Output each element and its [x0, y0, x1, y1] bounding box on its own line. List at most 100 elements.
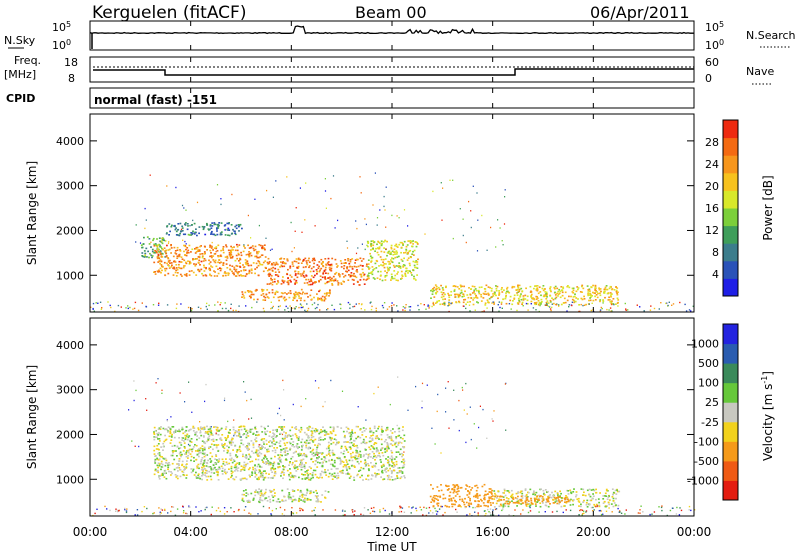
range-cell [287, 280, 290, 282]
range-cell [425, 308, 427, 310]
range-cell [608, 495, 610, 497]
range-cell [540, 298, 543, 301]
range-cell [201, 449, 204, 452]
range-cell [345, 459, 348, 461]
range-cell [135, 224, 137, 226]
range-cell [173, 468, 176, 471]
range-cell [607, 299, 610, 301]
range-cell [157, 251, 160, 253]
range-cell [518, 502, 521, 505]
range-cell [296, 267, 299, 269]
range-cell [467, 490, 469, 492]
range-cell [605, 488, 608, 491]
range-cell [389, 263, 391, 265]
range-cell [477, 504, 480, 506]
range-cell [542, 285, 545, 287]
range-cell [161, 237, 164, 239]
range-cell [153, 473, 156, 476]
range-cell [555, 296, 558, 299]
range-cell [458, 399, 460, 402]
range-cell [442, 289, 445, 291]
range-cell [525, 498, 528, 500]
range-cell [201, 428, 203, 430]
range-cell [560, 505, 563, 508]
range-cell [386, 475, 389, 477]
range-cell [476, 301, 478, 303]
range-cell [154, 273, 157, 275]
range-cell [342, 509, 344, 511]
range-cell [493, 498, 496, 500]
range-cell [159, 511, 161, 513]
range-cell [210, 252, 212, 254]
range-cell [432, 496, 435, 499]
range-cell [359, 469, 362, 472]
range-cell [167, 261, 170, 263]
range-cell [412, 269, 415, 272]
range-cell [239, 223, 242, 226]
range-cell [602, 513, 604, 515]
range-cell [231, 437, 234, 440]
range-cell [245, 495, 248, 497]
range-cell [571, 304, 573, 307]
range-cell [270, 462, 273, 465]
range-cell [272, 266, 275, 269]
range-cell [391, 214, 393, 217]
range-cell [167, 249, 170, 251]
range-cell [363, 454, 365, 456]
range-cell [157, 304, 160, 306]
range-cell [504, 189, 506, 191]
range-cell [215, 439, 218, 441]
range-cell [465, 441, 467, 444]
range-cell [506, 500, 508, 503]
range-cell [498, 310, 500, 312]
range-cell [393, 248, 396, 251]
range-cell [409, 306, 412, 308]
range-cell [315, 429, 318, 432]
range-cell [234, 445, 236, 447]
range-cell [180, 267, 183, 270]
range-cell [583, 304, 586, 306]
range-cell [263, 310, 265, 312]
range-cell [450, 499, 453, 501]
range-cell [594, 284, 597, 287]
colorbar-tick-label: 20 [705, 180, 719, 193]
range-cell [267, 273, 270, 276]
range-cell [156, 257, 159, 260]
range-cell [259, 494, 262, 497]
range-cell [221, 473, 224, 475]
range-cell [394, 465, 396, 467]
range-cell [266, 269, 269, 272]
range-cell [625, 509, 627, 511]
range-cell [161, 265, 163, 268]
range-cell [220, 267, 223, 270]
range-cell [214, 271, 216, 273]
range-cell [405, 267, 408, 270]
range-cell [369, 302, 371, 304]
range-cell [151, 255, 154, 257]
range-cell [375, 456, 378, 459]
range-cell [431, 289, 434, 291]
range-cell [224, 256, 227, 258]
range-cell [249, 296, 252, 299]
range-cell [305, 477, 308, 479]
range-cell [466, 294, 469, 296]
range-cell [562, 286, 564, 289]
range-cell [585, 502, 588, 504]
range-cell [192, 259, 194, 261]
range-cell [157, 443, 160, 445]
range-cell [472, 506, 474, 509]
range-cell [589, 299, 592, 302]
range-cell [327, 433, 330, 435]
range-cell [595, 492, 597, 494]
range-cell [283, 466, 285, 468]
range-cell [152, 251, 155, 254]
range-cell [308, 265, 311, 267]
range-cell [158, 257, 161, 260]
range-cell [486, 299, 489, 301]
range-cell [229, 255, 232, 258]
range-cell [367, 509, 369, 511]
range-cell [400, 270, 403, 273]
range-cell [184, 233, 187, 236]
range-cell [192, 446, 195, 448]
range-cell [296, 466, 299, 468]
